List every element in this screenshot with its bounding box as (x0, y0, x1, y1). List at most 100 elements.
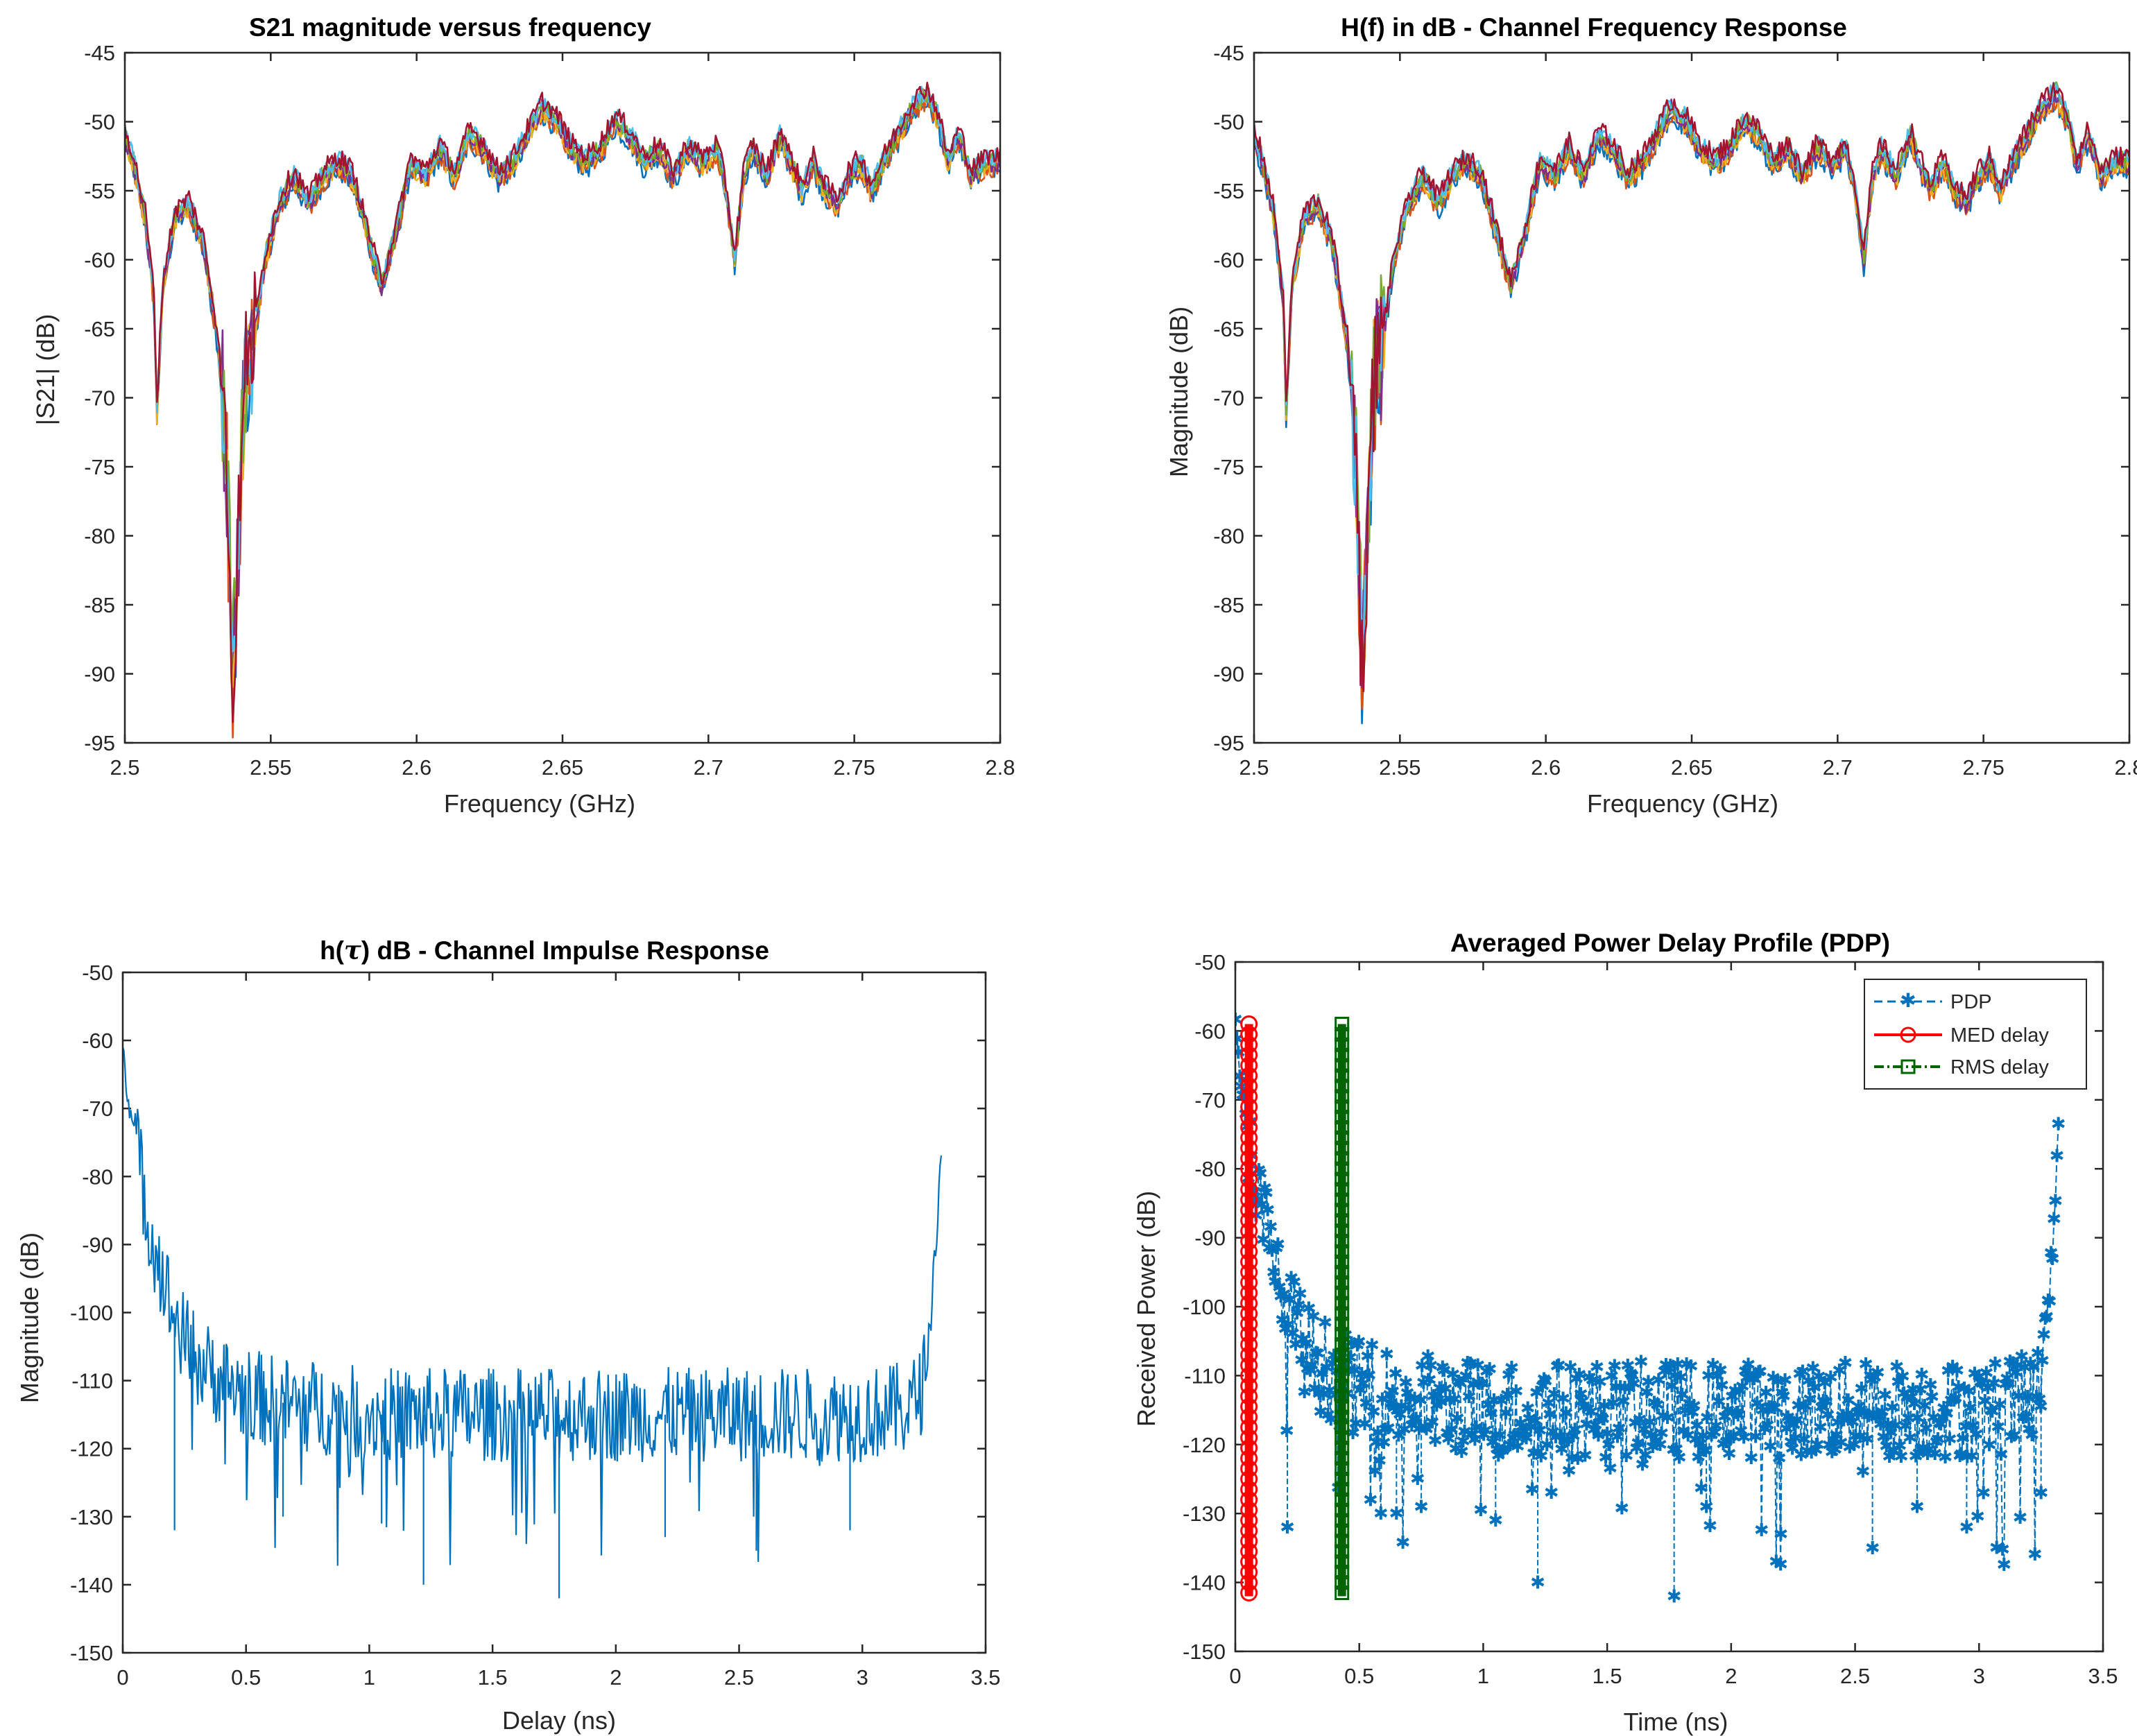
pdp-star-marker: ✱ (1953, 1446, 1968, 1467)
pdp-star-marker: ✱ (1778, 1370, 1793, 1391)
pdp-star-marker: ✱ (1900, 1389, 1915, 1409)
pdp-star-marker: ✱ (2009, 1356, 2025, 1377)
pdp-star-marker: ✱ (1835, 1407, 1850, 1427)
pdp-star-marker: ✱ (1993, 1445, 2009, 1466)
pdp-star-marker: ✱ (1611, 1419, 1627, 1440)
pdp-star-marker: ✱ (1606, 1393, 1621, 1414)
rms-delay-marker (1334, 1089, 1350, 1104)
pdp-star-marker: ✱ (2001, 1374, 2016, 1395)
pdp-star-marker: ✱ (1475, 1374, 1490, 1395)
pdp-star-marker: ✱ (1550, 1357, 1565, 1377)
pdp-star-marker: ✱ (1792, 1364, 1808, 1385)
pdp-star-marker: ✱ (1518, 1422, 1533, 1443)
pdp-star-marker: ✱ (1821, 1436, 1837, 1456)
axes-box (123, 51, 1002, 744)
pdp-star-marker: ✱ (1854, 1379, 1869, 1400)
pdp-star-marker: ✱ (2051, 1114, 2066, 1135)
pdp-star-marker: ✱ (1941, 1361, 1956, 1382)
pdp-star-marker: ✱ (1284, 1268, 1299, 1289)
med-delay-marker (1240, 1088, 1258, 1106)
pdp-star-marker: ✱ (1495, 1441, 1511, 1462)
y-tick-label: -70 (82, 1097, 113, 1121)
pdp-star-marker: ✱ (1371, 1423, 1386, 1444)
pdp-star-marker: ✱ (1563, 1358, 1578, 1379)
pdp-star-marker: ✱ (1466, 1375, 1481, 1396)
pdp-star-marker: ✱ (1435, 1357, 1450, 1378)
x-axis-label: Frequency (GHz) (1587, 789, 1778, 818)
med-delay-marker (1240, 1542, 1258, 1561)
pdp-star-marker: ✱ (1966, 1416, 1981, 1436)
med-delay-marker (1240, 1273, 1258, 1291)
pdp-star-marker: ✱ (1434, 1392, 1449, 1413)
pdp-outlier-marker: ✱ (1865, 1538, 1880, 1559)
axes-box (1253, 51, 2131, 744)
pdp-star-marker: ✱ (1968, 1425, 1984, 1445)
y-tick-label: -50 (84, 110, 115, 135)
pdp-star-marker: ✱ (1519, 1428, 1534, 1449)
rms-delay-marker (1334, 1461, 1350, 1477)
med-delay-marker (1240, 1170, 1258, 1188)
pdp-star-marker: ✱ (1979, 1364, 1994, 1384)
pdp-star-marker: ✱ (1744, 1448, 1759, 1469)
legend-entry-med: MED delay (1874, 1024, 2049, 1047)
rms-delay-marker (1334, 1234, 1350, 1249)
panel-s21: S21 magnitude versus frequency Frequency… (31, 13, 1015, 818)
pdp-star-marker: ✱ (1678, 1401, 1693, 1422)
pdp-star-marker: ✱ (1627, 1413, 1642, 1434)
med-delay-marker (1240, 1398, 1258, 1416)
pdp-star-marker: ✱ (1526, 1444, 1541, 1465)
med-delay-marker (1240, 1191, 1258, 1209)
pdp-star-marker: ✱ (1439, 1423, 1454, 1444)
x-tick-label: 0.5 (231, 1665, 261, 1690)
pdp-star-marker: ✱ (1599, 1424, 1615, 1445)
pdp-star-marker: ✱ (1641, 1373, 1656, 1393)
axes-box (121, 971, 987, 1654)
trace-line-0 (1254, 96, 2129, 725)
rms-delay-marker (1334, 1575, 1350, 1590)
x-tick-label: 0 (1229, 1664, 1241, 1688)
pdp-star-marker: ✱ (1946, 1391, 1962, 1411)
title-tau-symbol: τ (344, 935, 361, 965)
pdp-star-marker: ✱ (1602, 1459, 1617, 1479)
x-tick-label: 1 (1477, 1664, 1489, 1688)
pdp-star-marker: ✱ (1595, 1409, 1611, 1430)
pdp-star-marker: ✱ (1384, 1393, 1399, 1414)
y-tick-label: -90 (1194, 1226, 1226, 1251)
rms-delay-marker (1334, 1058, 1350, 1073)
pdp-star-marker: ✱ (1895, 1366, 1910, 1387)
pdp-star-marker: ✱ (1751, 1363, 1766, 1384)
pdp-star-marker: ✱ (1846, 1435, 1862, 1456)
pdp-star-marker: ✱ (1647, 1393, 1662, 1414)
pdp-star-marker: ✱ (1468, 1430, 1483, 1451)
pdp-star-marker: ✱ (1719, 1432, 1734, 1453)
pdp-star-marker: ✱ (1500, 1385, 1515, 1406)
pdp-star-marker: ✱ (1849, 1403, 1864, 1424)
trace-line-6 (125, 81, 1000, 723)
pdp-star-marker: ✱ (1996, 1555, 2011, 1576)
plot-area (1254, 81, 2129, 725)
pdp-star-marker: ✱ (1799, 1441, 1814, 1462)
pdp-star-marker: ✱ (1459, 1366, 1474, 1387)
pdp-star-marker: ✱ (2020, 1387, 2035, 1408)
pdp-star-marker: ✱ (1942, 1429, 1957, 1450)
pdp-star-marker: ✱ (1689, 1416, 1704, 1437)
y-axis-label: |S21| (dB) (31, 314, 60, 426)
pdp-star-marker: ✱ (1577, 1446, 1593, 1467)
pdp-star-marker: ✱ (2002, 1352, 2018, 1373)
pdp-star-marker: ✱ (1870, 1363, 1885, 1384)
pdp-star-marker: ✱ (2025, 1425, 2040, 1446)
pdp-star-marker: ✱ (1364, 1336, 1380, 1357)
pdp-star-marker: ✱ (1699, 1408, 1715, 1429)
axis-ticks: 2.5 2.55 2.6 2.65 2.7 2.75 2.8 -45 -50 -55 -60 -65 -… (1213, 41, 2137, 780)
pdp-star-marker: ✱ (1289, 1303, 1305, 1324)
pdp-star-marker: ✱ (1307, 1379, 1323, 1400)
pdp-star-marker: ✱ (2046, 1210, 2061, 1230)
pdp-star-marker: ✱ (1502, 1435, 1518, 1456)
med-delay-marker (1240, 1553, 1258, 1571)
x-tick-label: 3.5 (2088, 1664, 2118, 1688)
x-tick-label: 1.5 (478, 1665, 508, 1690)
pdp-star-marker: ✱ (1892, 1436, 1907, 1456)
pdp-star-marker: ✱ (1429, 1396, 1444, 1417)
pdp-star-marker: ✱ (1810, 1435, 1825, 1456)
pdp-star-marker: ✱ (1273, 1287, 1289, 1307)
